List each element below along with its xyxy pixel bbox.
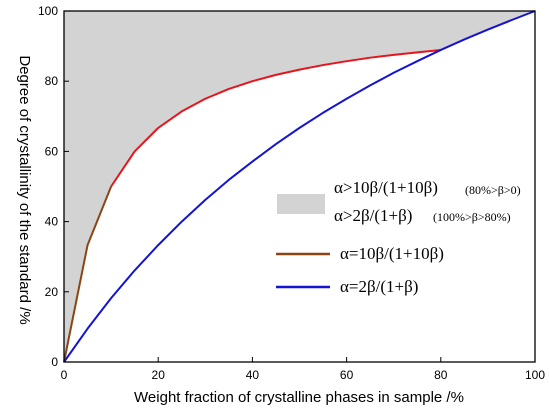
x-tick-label: 0 xyxy=(61,368,68,382)
y-tick-label: 20 xyxy=(45,285,59,299)
series-2-line xyxy=(63,10,536,363)
legend-region-swatch xyxy=(277,194,325,214)
y-tick-label: 40 xyxy=(45,215,59,229)
series-1-line xyxy=(110,48,441,188)
x-axis-title: Weight fraction of crystalline phases in… xyxy=(134,389,464,406)
x-tick-label: 40 xyxy=(246,368,260,382)
legend-region-note-2: (100%>β>80%) xyxy=(433,210,511,224)
legend-region-label-1: α>10β/(1+10β) xyxy=(334,178,438,197)
y-axis-title: Degree of crystallinity of the standard … xyxy=(16,55,33,324)
legend-region-label-2: α>2β/(1+β) xyxy=(334,206,412,225)
legend-series-2-label: α=2β/(1+β) xyxy=(340,277,418,296)
x-tick-label: 100 xyxy=(525,368,545,382)
y-tick-label: 0 xyxy=(51,355,58,369)
shaded-region xyxy=(64,11,535,362)
x-tick-label: 20 xyxy=(152,368,166,382)
legend: α>10β/(1+10β) (80%>β>0) α>2β/(1+β) (100%… xyxy=(276,178,521,296)
plot-frame xyxy=(63,10,536,363)
x-tick-label: 80 xyxy=(434,368,448,382)
x-tick-label: 60 xyxy=(340,368,354,382)
ticks-layer: 0 20 40 60 80 100 0 20 40 60 80 100 xyxy=(38,4,545,382)
y-tick-label: 80 xyxy=(45,74,59,88)
y-tick-label: 60 xyxy=(45,144,59,158)
series-1-line-start xyxy=(63,186,113,363)
legend-region-note-1: (80%>β>0) xyxy=(465,183,521,197)
legend-series-1-label: α=10β/(1+10β) xyxy=(340,244,444,263)
y-tick-label: 100 xyxy=(38,4,58,18)
plot-layer xyxy=(63,10,536,363)
